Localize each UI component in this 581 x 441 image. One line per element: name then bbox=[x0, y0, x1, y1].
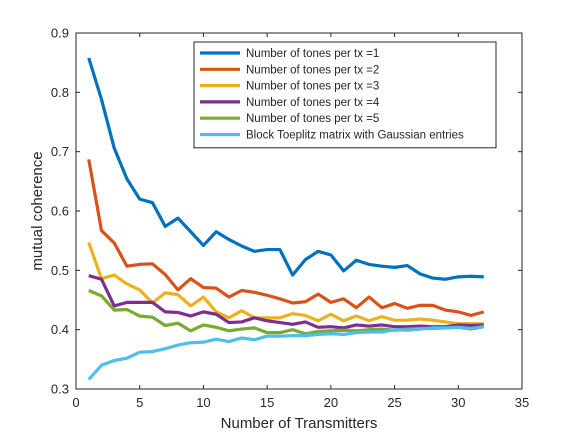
series-line-4 bbox=[88, 274, 484, 330]
x-tick-label: 10 bbox=[196, 395, 210, 410]
legend-label-5: Number of tones per tx =5 bbox=[246, 113, 379, 125]
x-tick-label: 5 bbox=[136, 395, 143, 410]
series-line-3 bbox=[87, 241, 484, 326]
legend-label-1: Number of tones per tx =1 bbox=[246, 48, 379, 60]
y-tick-label: 0.5 bbox=[51, 263, 69, 278]
legend: Number of tones per tx =1 Number of tones… bbox=[193, 41, 497, 149]
y-tick-label: 0.3 bbox=[51, 382, 69, 397]
y-tick-label: 0.8 bbox=[51, 85, 69, 100]
x-tick-label: 30 bbox=[451, 395, 465, 410]
legend-label-2: Number of tones per tx =2 bbox=[246, 64, 379, 76]
x-tick-label: 20 bbox=[324, 395, 338, 410]
x-axis-ticks: 0 5 10 15 20 25 30 35 bbox=[72, 33, 529, 410]
y-tick-label: 0.9 bbox=[51, 26, 69, 41]
y-tick-label: 0.6 bbox=[51, 204, 69, 219]
legend-label-4: Number of tones per tx =4 bbox=[246, 97, 380, 109]
y-axis-label: mutual coherence bbox=[29, 151, 46, 270]
y-tick-label: 0.4 bbox=[51, 322, 69, 337]
series-line-6 bbox=[87, 325, 484, 381]
x-tick-label: 15 bbox=[260, 395, 274, 410]
legend-box bbox=[193, 41, 497, 149]
y-axis-ticks: 0.3 0.4 0.5 0.6 0.7 0.8 0.9 bbox=[51, 26, 522, 397]
x-tick-label: 25 bbox=[387, 395, 401, 410]
legend-label-6: Block Toeplitz matrix with Gaussian entr… bbox=[246, 130, 464, 142]
legend-label-3: Number of tones per tx =3 bbox=[246, 81, 379, 93]
x-axis-label: Number of Transmitters bbox=[221, 415, 378, 432]
x-tick-label: 35 bbox=[515, 395, 529, 410]
series-layer bbox=[87, 57, 485, 381]
x-tick-label: 0 bbox=[72, 395, 79, 410]
series-line-1 bbox=[87, 57, 484, 281]
series-line-2 bbox=[87, 159, 485, 318]
y-tick-label: 0.7 bbox=[51, 144, 69, 159]
